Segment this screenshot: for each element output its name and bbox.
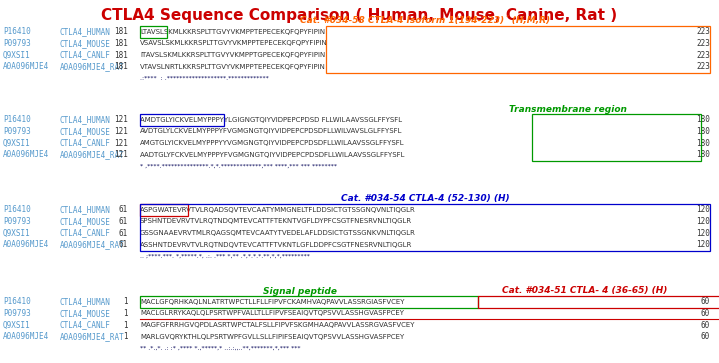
Text: 1: 1	[124, 298, 128, 306]
Text: MACLGFQRHKAQLNLATRTWPCTLLFLLFIPVFCKAMHVAQPAVVLASSRGIASFVCEY: MACLGFQRHKAQLNLATRTWPCTLLFLLFIPVFCKAMHVA…	[140, 299, 405, 305]
Text: CTLA4_CANLF: CTLA4_CANLF	[60, 50, 111, 60]
Text: 1: 1	[124, 332, 128, 341]
Text: Cat. #034-58 CTLA-4 Isoform 1(194-223)´ (H,M,R): Cat. #034-58 CTLA-4 Isoform 1(194-223)´ …	[300, 16, 550, 25]
Text: A0A096MJE4: A0A096MJE4	[3, 150, 49, 159]
Text: Cat. #034-51 CTLA- 4 (36-65) (H): Cat. #034-51 CTLA- 4 (36-65) (H)	[502, 286, 667, 295]
Bar	[140, 204, 710, 251]
Text: CTLA4_CANLF: CTLA4_CANLF	[60, 321, 111, 330]
Text: 121: 121	[114, 127, 128, 136]
Text: CTLA4_MOUSE: CTLA4_MOUSE	[60, 39, 111, 48]
Text: 61: 61	[119, 228, 128, 237]
Text: 120: 120	[696, 240, 710, 249]
Text: 1: 1	[124, 309, 128, 318]
Text: A0A096MJE4_RAT: A0A096MJE4_RAT	[60, 150, 125, 159]
Text: Q9XSI1: Q9XSI1	[3, 139, 31, 147]
Text: 60: 60	[701, 309, 710, 318]
Text: 180: 180	[696, 127, 710, 136]
Text: 121: 121	[114, 139, 128, 147]
Bar	[140, 296, 478, 308]
Text: VSAVSLSKMLKKRSPLTTGVYVKMPPTEPECEKQFQPYFIPIN: VSAVSLSKMLKKRSPLTTGVYVKMPPTEPECEKQFQPYFI…	[140, 41, 328, 46]
Text: 180: 180	[696, 115, 710, 125]
Text: SPSHNTDEVRVTVLRQTNDQMTEVCATTFTEKNTVGFLDYPFCSGTFNESRVNLTIQGLR: SPSHNTDEVRVTVLRQTNDQMTEVCATTFTEKNTVGFLDY…	[140, 219, 412, 224]
Text: ASSHNTDEVRVTVLRQTNDQVTEVCATTFTVKNTLGFLDDPFCSGTFNESRVNLTIQGLR: ASSHNTDEVRVTVLRQTNDQVTEVCATTFTVKNTLGFLDD…	[140, 241, 413, 248]
Text: MAGFGFRRHGVQPDLASRTWPCTALFSLLFIPVFSKGMHAAQPAVVLASSRGVASFVCEY: MAGFGFRRHGVQPDLASRTWPCTALFSLLFIPVFSKGMHA…	[140, 322, 414, 328]
Bar	[533, 114, 700, 161]
Text: P09793: P09793	[3, 39, 31, 48]
Text: Q9XSI1: Q9XSI1	[3, 321, 31, 330]
Text: 61: 61	[119, 240, 128, 249]
Bar	[478, 296, 719, 308]
Text: Q9XSI1: Q9XSI1	[3, 50, 31, 60]
Text: 120: 120	[696, 205, 710, 215]
Text: .. ;****.***. *,*****.*, .:. .*** *,** .*,*.*.*.**,*,*,*********: .. ;****.***. *,*****.*, .:. .*** *,** .…	[140, 253, 310, 258]
Text: AMGTGLYICKVELMYPPPYYVGMGNGTQIYVIDPEPCPDSDFLLWILAAVSSGLFFYSFL: AMGTGLYICKVELMYPPPYYVGMGNGTQIYVIDPEPCPDS…	[140, 140, 405, 146]
Text: CTLA4_HUMAN: CTLA4_HUMAN	[60, 115, 111, 125]
Text: A0A096MJE4: A0A096MJE4	[3, 240, 49, 249]
Text: 61: 61	[119, 205, 128, 215]
Text: CTLA4_HUMAN: CTLA4_HUMAN	[60, 298, 111, 306]
Text: A0A096MJE4_RAT: A0A096MJE4_RAT	[60, 240, 125, 249]
Text: 180: 180	[696, 139, 710, 147]
Text: 61: 61	[119, 217, 128, 226]
Text: A0A096MJE4_RAT: A0A096MJE4_RAT	[60, 332, 125, 341]
Text: 121: 121	[114, 150, 128, 159]
Bar	[140, 114, 224, 126]
Text: 121: 121	[114, 115, 128, 125]
Text: CTLA4_CANLF: CTLA4_CANLF	[60, 228, 111, 237]
Text: Signal peptide: Signal peptide	[262, 286, 336, 295]
Text: A0A096MJE4: A0A096MJE4	[3, 332, 49, 341]
Text: 223: 223	[696, 62, 710, 71]
Text: Cat. #034-54 CTLA-4 (52-130) (H): Cat. #034-54 CTLA-4 (52-130) (H)	[341, 195, 509, 204]
Text: 223: 223	[696, 39, 710, 48]
Text: AMDTGLYICKVELMYPPPYYLGIGNGTQIYVIDPEPCPDSD FLLWILAAVSSGLFFYSFL: AMDTGLYICKVELMYPPPYYLGIGNGTQIYVIDPEPCPDS…	[140, 117, 402, 123]
Text: P16410: P16410	[3, 205, 31, 215]
Text: P09793: P09793	[3, 309, 31, 318]
Text: Q9XSI1: Q9XSI1	[3, 228, 31, 237]
Text: 223: 223	[696, 50, 710, 60]
Text: 60: 60	[701, 298, 710, 306]
Text: 120: 120	[696, 228, 710, 237]
Text: MARLGVQRYKTHLQLPSRTWPFGVLLSLLFIPIFSEAIQVTQPSVVLASSHGVASFPCEY: MARLGVQRYKTHLQLPSRTWPFGVLLSLLFIPIFSEAIQV…	[140, 334, 404, 339]
Text: GSSGNAAEVRVTMLRQAGSQMTEVCAATYTVEDELAFLDDSICTGTSSGNKVNLTIQGLR: GSSGNAAEVRVTMLRQAGSQMTEVCAATYTVEDELAFLDD…	[140, 230, 416, 236]
Text: P16410: P16410	[3, 28, 31, 37]
Text: CTLA4 Sequence Comparison ( Human, Mouse, Canine, Rat ): CTLA4 Sequence Comparison ( Human, Mouse…	[101, 8, 618, 23]
Text: MACLGLRRYKAQLQLPSRTWPFVALLTLLFIPVFSEAIQVTQPSVVLASSHGVASFPCEY: MACLGLRRYKAQLQLPSRTWPFVALLTLLFIPVFSEAIQV…	[140, 310, 404, 317]
Text: P16410: P16410	[3, 298, 31, 306]
Text: 60: 60	[701, 332, 710, 341]
Text: .:****  : .*******************.*************: .:**** : .*******************.**********…	[140, 76, 269, 81]
Text: ASPGWATEVRVTVLRQADSQVTEVCAATYMMGNELTFLDDSICTGTSSGNQVNLTIQGLR: ASPGWATEVRVTVLRQADSQVTEVCAATYMMGNELTFLDD…	[140, 207, 416, 213]
Text: 1: 1	[124, 321, 128, 330]
Text: VTAVSLNRTLKKRSPLTTGVYVKMPPTEPECEKQFQPYFIPIN: VTAVSLNRTLKKRSPLTTGVYVKMPPTEPECEKQFQPYFI…	[140, 64, 326, 69]
Text: 181: 181	[114, 62, 128, 71]
Bar	[326, 26, 710, 73]
Text: Transmembrane region: Transmembrane region	[508, 105, 626, 114]
Bar	[140, 204, 188, 216]
Text: 60: 60	[701, 321, 710, 330]
Text: AADTGLYFCKVELMYPPPYFVGMGNGTQIYVIDPEPCPDSDFLLWILAAVSSGLFFYSFL: AADTGLYFCKVELMYPPPYFVGMGNGTQIYVIDPEPCPDS…	[140, 151, 406, 158]
Text: LTAVSLSKMLKKRSPLTTGVYVKMPPTEPECEKQFQPYFIPIN: LTAVSLSKMLKKRSPLTTGVYVKMPPTEPECEKQFQPYFI…	[140, 29, 325, 35]
Text: P09793: P09793	[3, 217, 31, 226]
Text: ITAVSLSKMLKKRSPLTTGVYVKMPPTGPECEKQFQPYFIPIN: ITAVSLSKMLKKRSPLTTGVYVKMPPTGPECEKQFQPYFI…	[140, 52, 325, 58]
Text: CTLA4_MOUSE: CTLA4_MOUSE	[60, 127, 111, 136]
Text: CTLA4_HUMAN: CTLA4_HUMAN	[60, 28, 111, 37]
Text: CTLA4_MOUSE: CTLA4_MOUSE	[60, 217, 111, 226]
Text: 120: 120	[696, 217, 710, 226]
Text: AVDTGLYLCKVELMYPPPYFVGMGNGTQIYVIDPEPCPDSDFLLWILVAVSLGLFFYSFL: AVDTGLYLCKVELMYPPPYFVGMGNGTQIYVIDPEPCPDS…	[140, 129, 403, 135]
Text: 181: 181	[114, 28, 128, 37]
Text: 223: 223	[696, 28, 710, 37]
Text: CTLA4_MOUSE: CTLA4_MOUSE	[60, 309, 111, 318]
Text: 181: 181	[114, 50, 128, 60]
Text: A0A096MJE4: A0A096MJE4	[3, 62, 49, 71]
Text: 180: 180	[696, 150, 710, 159]
Text: P16410: P16410	[3, 115, 31, 125]
Text: 181: 181	[114, 39, 128, 48]
Text: P09793: P09793	[3, 127, 31, 136]
Text: * ,****.***************.*,*.*************,*** ****,*** *** ********: * ,****.***************.*,*.************…	[140, 163, 337, 168]
Bar	[140, 26, 167, 38]
Text: ** .*.,*. .: :* ,**** *.,*****,* ..:.:,,..**,*******,*,*** ***: ** .*.,*. .: :* ,**** *.,*****,* ..:.:,,…	[140, 346, 301, 351]
Text: A0A096MJE4_RAT: A0A096MJE4_RAT	[60, 62, 125, 71]
Text: CTLA4_CANLF: CTLA4_CANLF	[60, 139, 111, 147]
Text: CTLA4_HUMAN: CTLA4_HUMAN	[60, 205, 111, 215]
